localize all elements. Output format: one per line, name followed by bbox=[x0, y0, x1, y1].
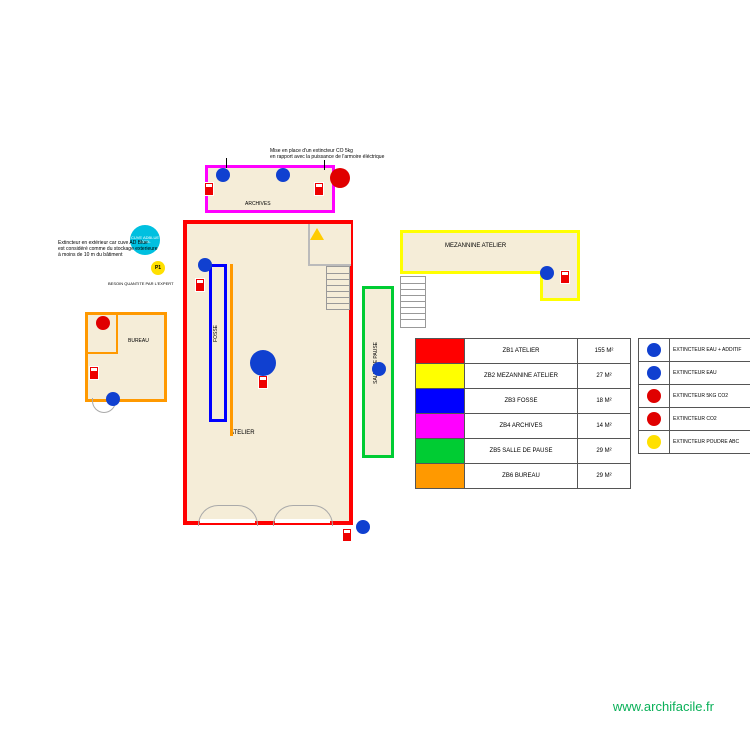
dot-pause bbox=[372, 362, 386, 376]
dot-atelier-tl bbox=[198, 258, 212, 272]
label-fosse: FOSSE bbox=[213, 325, 219, 342]
label-bureau: BUREAU bbox=[128, 338, 149, 344]
dot-atelier-mid bbox=[250, 350, 276, 376]
dot-bureau-blue bbox=[106, 392, 120, 406]
ext-7 bbox=[560, 270, 570, 284]
note-co2: Mise en place d'un extincteur CO 5kg en … bbox=[270, 148, 384, 160]
ext-4 bbox=[258, 375, 268, 389]
bureau-wall bbox=[88, 352, 118, 354]
door-swing-1 bbox=[198, 505, 258, 526]
label-mezz: MEZANNINE ATELIER bbox=[445, 243, 506, 249]
ext-3 bbox=[195, 278, 205, 292]
dot-bureau-red bbox=[96, 316, 110, 330]
dot-archives-red bbox=[330, 168, 350, 188]
legend-symbols: EXTINCTEUR EAU + ADDITIFEXTINCTEUR EAUEX… bbox=[638, 338, 750, 454]
stairs-atelier bbox=[326, 266, 350, 310]
fosse-rail bbox=[230, 264, 233, 436]
ext-5 bbox=[342, 528, 352, 542]
ext-1 bbox=[204, 182, 214, 196]
ext-2 bbox=[314, 182, 324, 196]
ext-6 bbox=[89, 366, 99, 380]
dot-archives-1 bbox=[216, 168, 230, 182]
floorplan-canvas: ARCHIVES ATELIER FOSSE SALLE DE PAUSE BU… bbox=[0, 0, 750, 750]
room-mezz-a bbox=[400, 230, 580, 274]
room-fosse bbox=[209, 264, 227, 422]
door-swing-2 bbox=[273, 505, 333, 526]
bureau-wall2 bbox=[116, 315, 118, 354]
room-mezz-bottom bbox=[400, 271, 543, 274]
note-adblue: Extincteur en extérieur car cuve AD Blue… bbox=[58, 240, 158, 258]
label-archives: ARCHIVES bbox=[245, 201, 271, 207]
leader-archives bbox=[226, 158, 227, 168]
watermark: www.archifacile.fr bbox=[613, 699, 714, 714]
warning-icon bbox=[310, 228, 324, 240]
label-atelier: ATELIER bbox=[230, 430, 255, 436]
dot-yellow: P1 bbox=[151, 261, 165, 275]
dot-archives-2 bbox=[276, 168, 290, 182]
dot-mezz bbox=[540, 266, 554, 280]
dot-atelier-br bbox=[356, 520, 370, 534]
stairs-mezz bbox=[400, 276, 426, 328]
legend-zones: ZB1 ATELIER155 M²ZB2 MEZANNINE ATELIER27… bbox=[415, 338, 631, 489]
leader-co2 bbox=[324, 160, 325, 170]
note-adblue2: BESOIN QUANTITE PAR L'EXPERT bbox=[108, 282, 174, 287]
